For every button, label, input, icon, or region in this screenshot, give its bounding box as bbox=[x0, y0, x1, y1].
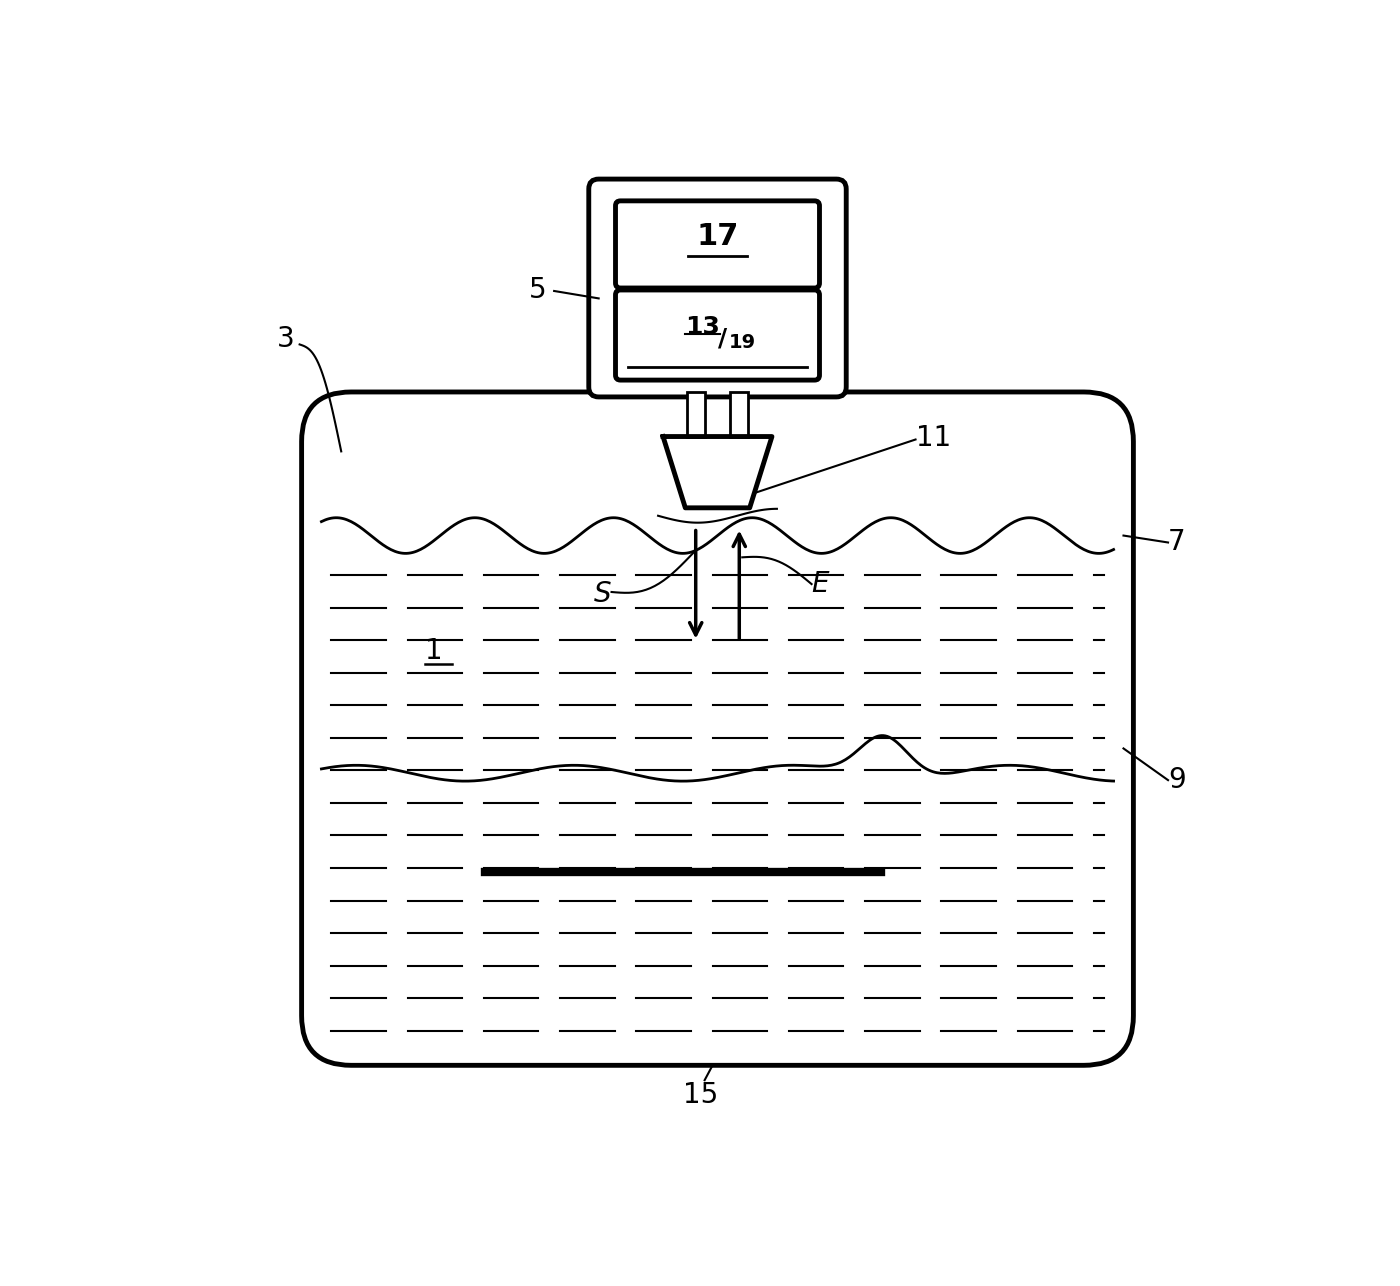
FancyBboxPatch shape bbox=[301, 392, 1134, 1065]
FancyBboxPatch shape bbox=[616, 201, 819, 288]
Text: /: / bbox=[718, 327, 727, 350]
Text: 15: 15 bbox=[683, 1082, 718, 1109]
Text: 3: 3 bbox=[277, 325, 294, 354]
FancyBboxPatch shape bbox=[616, 289, 819, 381]
Text: 5: 5 bbox=[529, 276, 547, 303]
Text: S: S bbox=[594, 580, 612, 608]
Text: 13: 13 bbox=[685, 315, 720, 340]
FancyBboxPatch shape bbox=[589, 179, 846, 397]
Text: 17: 17 bbox=[696, 222, 739, 251]
Text: 1: 1 bbox=[426, 638, 442, 665]
Text: 9: 9 bbox=[1168, 766, 1186, 793]
Text: 11: 11 bbox=[916, 424, 951, 453]
Text: E: E bbox=[812, 570, 829, 598]
Text: 7: 7 bbox=[1168, 529, 1186, 557]
Bar bbox=[729, 392, 748, 436]
Text: 19: 19 bbox=[728, 333, 756, 352]
Polygon shape bbox=[664, 436, 771, 508]
Bar bbox=[687, 392, 706, 436]
